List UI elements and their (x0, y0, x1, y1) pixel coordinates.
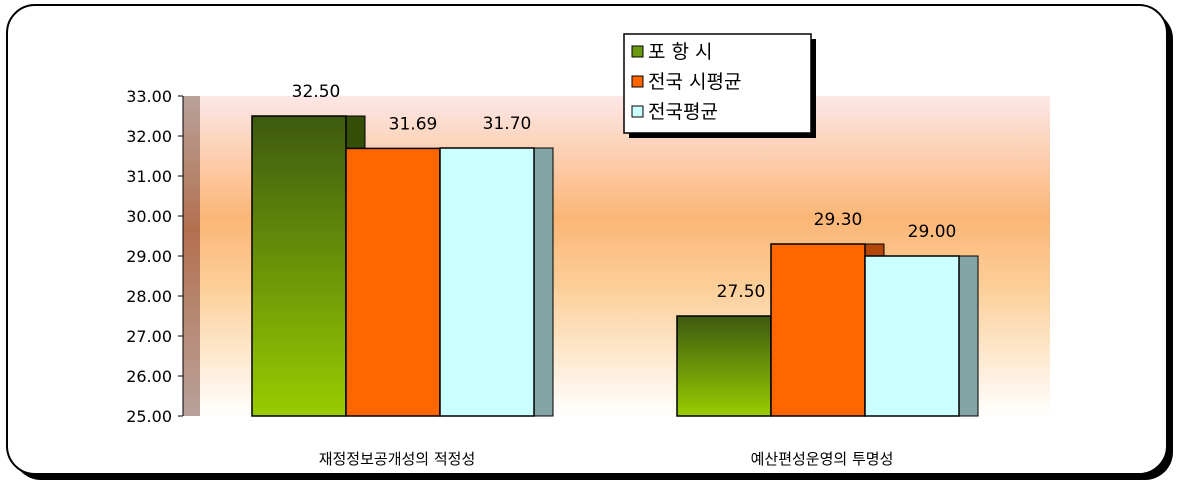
data-label: 31.69 (389, 114, 438, 134)
y-tick-label: 27.00 (126, 327, 172, 346)
y-tick-label: 33.00 (126, 87, 172, 106)
data-label: 32.50 (292, 82, 341, 102)
legend-label: 전국 시평균 (648, 71, 741, 93)
bar (345, 147, 441, 417)
legend-swatch (631, 75, 644, 88)
y-tick-label: 26.00 (126, 367, 172, 386)
bar (439, 147, 535, 417)
legend-box (623, 33, 812, 134)
y-tick-label: 30.00 (126, 207, 172, 226)
y-tick-label: 25.00 (126, 407, 172, 426)
bar (251, 115, 347, 417)
data-labels: 32.50 31.69 31.70 27.50 29.30 29.00 (292, 82, 957, 302)
x-category-label: 재정정보공개성의 적정성 (319, 450, 476, 468)
legend-swatch (631, 105, 644, 118)
bar (770, 243, 866, 417)
bar (676, 315, 772, 417)
y-tick-label: 28.00 (126, 287, 172, 306)
bar-side-face (958, 255, 979, 417)
legend-label: 전국평균 (648, 101, 718, 123)
legend-swatch (631, 45, 644, 58)
y-tick-label: 29.00 (126, 247, 172, 266)
x-category-label: 예산편성운영의 투명성 (751, 450, 894, 468)
bar (864, 255, 960, 417)
bar-side-face (533, 147, 554, 417)
data-label: 29.00 (908, 222, 957, 242)
legend-label: 포 항 시 (648, 41, 713, 63)
y-tick-label: 31.00 (126, 167, 172, 186)
data-label: 29.30 (814, 210, 863, 230)
data-label: 27.50 (717, 282, 766, 302)
bars-group (251, 115, 979, 417)
plot-side-wall (183, 96, 200, 416)
y-tick-label: 32.00 (126, 127, 172, 146)
category-labels: 재정정보공개성의 적정성 예산편성운영의 투명성 (319, 450, 894, 468)
data-label: 31.70 (483, 114, 532, 134)
y-axis: 25.00 26.00 27.00 28.00 29.00 30.00 31.00 32.00… (126, 87, 183, 426)
